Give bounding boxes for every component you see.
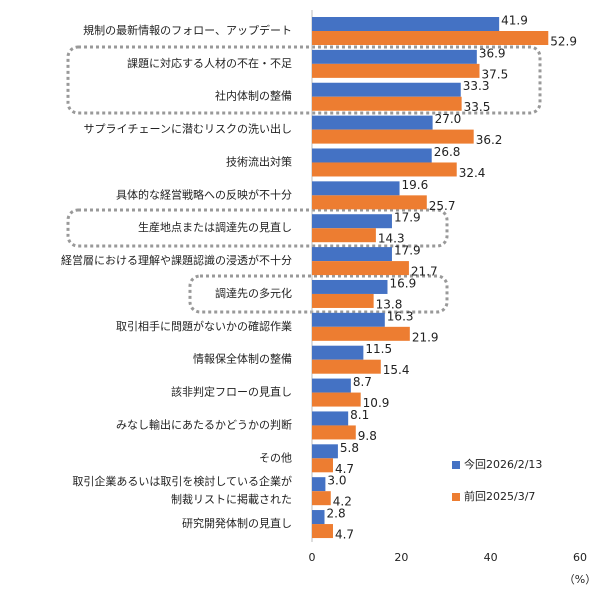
bar [312, 458, 333, 473]
bar [312, 477, 326, 492]
value-label: 17.9 [394, 244, 421, 258]
value-label: 14.3 [378, 232, 405, 246]
x-tick-label: 40 [484, 551, 498, 564]
bar [312, 378, 351, 393]
bar [312, 293, 374, 308]
value-label: 8.7 [353, 375, 372, 389]
value-label: 9.8 [358, 429, 377, 443]
bar [312, 411, 349, 426]
legend-swatch [452, 493, 460, 501]
bar [312, 195, 427, 210]
bar [312, 491, 331, 506]
bar [312, 129, 474, 144]
bar [312, 312, 385, 327]
value-label: 10.9 [363, 396, 390, 410]
bar [312, 326, 410, 341]
bar [312, 359, 381, 374]
bar [312, 49, 477, 64]
value-label: 8.1 [350, 408, 369, 422]
value-label: 27.0 [435, 112, 462, 126]
x-unit: （%） [564, 573, 596, 586]
category-label: 情報保全体制の整備 [193, 352, 292, 366]
value-label: 52.9 [550, 35, 577, 49]
bar [312, 524, 333, 539]
category-label: 取引相手に問題がないかの確認作業 [116, 319, 292, 333]
category-label: 該非判定フローの見直し [171, 385, 292, 399]
bar [312, 31, 549, 45]
value-label: 4.2 [333, 495, 352, 509]
category-label: 取引企業あるいは取引を検討している企業が制裁リストに掲載された [72, 474, 292, 506]
category-label: 規制の最新情報のフォロー、アップデート [83, 23, 292, 37]
x-tick-label: 0 [309, 551, 316, 564]
value-label: 33.3 [463, 79, 490, 93]
bar [312, 96, 462, 111]
bar [312, 82, 461, 97]
bar [312, 115, 433, 130]
category-label: 経営層における理解や課題認識の浸透が不十分 [61, 253, 292, 267]
category-label: 生産地点または調達先の見直し [138, 220, 292, 234]
legend-swatch [452, 461, 460, 469]
bar [312, 63, 480, 78]
value-label: 16.9 [389, 276, 416, 290]
category-label: 研究開発体制の見直し [182, 516, 292, 530]
category-label: 具体的な経営戦略への反映が不十分 [116, 187, 292, 201]
legend-label: 前回2025/3/7 [464, 489, 535, 503]
category-label: その他 [259, 451, 292, 464]
category-label: みなし輸出にあたるかどうかの判断 [116, 417, 292, 431]
value-label: 16.3 [387, 309, 414, 323]
bar [312, 17, 500, 31]
value-label: 4.7 [335, 528, 354, 542]
bar [312, 345, 364, 360]
category-label: 調達先の多元化 [215, 286, 292, 300]
x-tick-label: 60 [573, 551, 587, 564]
value-label: 21.9 [412, 330, 439, 344]
value-label: 11.5 [365, 342, 392, 356]
category-label: 課題に対応する人材の不在・不足 [127, 56, 292, 70]
legend-label: 今回2026/2/13 [464, 457, 542, 471]
value-label: 4.7 [335, 462, 354, 476]
value-label: 36.9 [479, 46, 506, 60]
bar [312, 181, 400, 196]
bar [312, 247, 392, 262]
category-label: 技術流出対策 [226, 154, 292, 168]
value-label: 17.9 [394, 211, 421, 225]
value-label: 5.8 [340, 441, 359, 455]
bar [312, 214, 392, 229]
bar [312, 425, 356, 440]
value-label: 19.6 [402, 178, 429, 192]
value-label: 13.8 [376, 297, 403, 311]
value-label: 33.5 [464, 100, 491, 114]
bar [312, 228, 376, 243]
bar [312, 279, 388, 294]
bar [312, 510, 325, 525]
value-label: 2.8 [327, 507, 346, 521]
bar [312, 444, 338, 459]
value-label: 15.4 [383, 363, 410, 377]
x-tick-label: 20 [394, 551, 408, 564]
category-label: サプライチェーンに潜むリスクの洗い出し [84, 122, 292, 136]
value-label: 25.7 [429, 199, 456, 213]
bar [312, 148, 432, 163]
bar [312, 392, 361, 407]
value-label: 32.4 [459, 166, 486, 180]
value-label: 3.0 [327, 474, 346, 488]
category-label: 社内体制の整備 [215, 89, 292, 103]
value-label: 21.7 [411, 265, 438, 279]
bar [312, 261, 409, 276]
value-label: 41.9 [501, 14, 528, 28]
highlight-box [66, 208, 449, 248]
bar [312, 162, 457, 177]
value-label: 37.5 [482, 67, 509, 81]
value-label: 26.8 [434, 145, 461, 159]
highlight-box [188, 274, 449, 314]
value-label: 36.2 [476, 133, 503, 147]
